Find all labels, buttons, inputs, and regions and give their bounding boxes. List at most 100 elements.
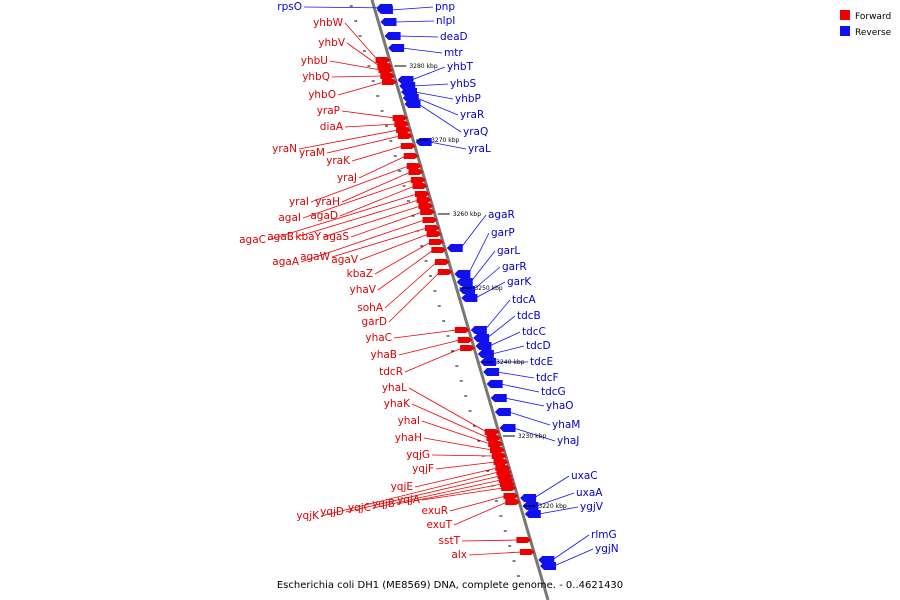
reverse-gene-leader — [414, 91, 454, 100]
reverse-gene-leader — [429, 141, 467, 150]
reverse-gene-leader — [504, 397, 545, 407]
forward-gene-label[interactable]: yraP — [317, 105, 340, 117]
forward-gene-label[interactable]: exuT — [426, 519, 452, 531]
forward-gene-label[interactable]: agaD — [310, 210, 338, 222]
reverse-gene-glyph — [376, 6, 393, 14]
reverse-gene-label[interactable]: tdcB — [517, 310, 541, 322]
forward-gene-label[interactable]: yraJ — [337, 172, 357, 184]
forward-gene-label[interactable]: garD — [361, 316, 387, 328]
legend-forward-label: Forward — [855, 12, 891, 22]
forward-gene-label[interactable]: yqjF — [412, 463, 434, 475]
forward-gene-label[interactable]: kbaY — [295, 231, 321, 243]
forward-gene-label[interactable]: agaV — [331, 254, 359, 266]
forward-gene-label[interactable]: agaC — [239, 234, 266, 246]
forward-gene-label[interactable]: tdcR — [379, 366, 403, 378]
reverse-gene-leader — [486, 315, 516, 339]
reverse-gene-label[interactable]: deaD — [440, 31, 468, 43]
forward-gene-label[interactable]: yqjK — [296, 510, 320, 522]
forward-gene-label[interactable]: yqjC — [348, 502, 371, 514]
reverse-gene-label[interactable]: yhaM — [552, 419, 580, 431]
reverse-gene-label[interactable]: mtr — [444, 47, 463, 59]
forward-gene-label[interactable]: yraH — [315, 196, 340, 208]
reverse-gene-label[interactable]: yhbT — [447, 61, 474, 73]
forward-gene-leader — [377, 249, 434, 291]
forward-gene-label[interactable]: agaS — [323, 231, 350, 243]
reverse-gene-label[interactable]: garP — [491, 227, 515, 239]
reverse-gene-label[interactable]: yhaO — [546, 400, 574, 412]
reverse-gene-label[interactable]: yhbS — [450, 78, 477, 90]
forward-gene-label[interactable]: yhaH — [395, 432, 422, 444]
scale-tick-label: 3270 kbp — [431, 137, 459, 144]
reverse-gene-label[interactable]: rlmG — [591, 529, 617, 541]
forward-gene-label[interactable]: agaI — [278, 212, 301, 224]
reverse-gene-label[interactable]: yraR — [460, 109, 484, 121]
forward-gene-label[interactable]: yhbQ — [302, 71, 330, 83]
reverse-gene-label[interactable]: tdcD — [526, 340, 551, 352]
forward-gene-label[interactable]: yraN — [272, 143, 297, 155]
forward-gene-label[interactable]: diaA — [320, 121, 344, 133]
reverse-gene-label[interactable]: garR — [502, 261, 527, 273]
reverse-gene-leader — [416, 97, 459, 116]
reverse-gene-label[interactable]: tdcA — [512, 294, 537, 306]
reverse-gene-label[interactable]: tdcG — [541, 386, 566, 398]
forward-gene-label[interactable]: yraM — [299, 147, 325, 159]
forward-gene-leader — [320, 471, 499, 517]
reverse-gene-label[interactable]: garK — [507, 276, 532, 288]
reverse-gene-label[interactable]: uxaA — [576, 487, 603, 499]
forward-gene-label[interactable]: yhbW — [313, 17, 344, 29]
forward-gene-leader — [302, 179, 413, 219]
reverse-gene-label[interactable]: yraQ — [463, 126, 488, 138]
forward-gene-label[interactable]: yhbO — [308, 89, 336, 101]
forward-gene-label[interactable]: sohA — [357, 302, 384, 314]
forward-gene-label[interactable]: exuR — [422, 505, 448, 517]
forward-gene-leader — [351, 145, 403, 162]
forward-gene-label[interactable]: yhaB — [370, 349, 397, 361]
reverse-gene-label[interactable]: yhbP — [455, 93, 481, 105]
reverse-gene-label[interactable]: yraL — [468, 143, 491, 155]
reverse-gene-label[interactable]: ygjV — [580, 501, 604, 513]
forward-gene-label[interactable]: agaW — [300, 251, 331, 263]
forward-gene-label[interactable]: yqjA — [397, 494, 421, 506]
forward-gene-leader — [421, 487, 504, 501]
forward-gene-label[interactable]: yraK — [326, 155, 351, 167]
forward-gene-glyph — [424, 225, 440, 231]
reverse-gene-glyph — [475, 342, 492, 350]
reverse-gene-leader — [491, 345, 525, 355]
forward-gene-label[interactable]: yqjD — [320, 506, 344, 518]
reverse-gene-label[interactable]: pnp — [435, 1, 455, 13]
forward-gene-glyph — [408, 169, 424, 175]
reverse-gene-label[interactable]: yhaJ — [557, 435, 579, 447]
reverse-gene-label[interactable]: rpsO — [277, 1, 302, 13]
reverse-gene-leader — [484, 299, 511, 331]
forward-gene-label[interactable]: yqjB — [372, 498, 395, 510]
forward-gene-label[interactable]: yqjG — [406, 449, 430, 461]
forward-gene-leader — [408, 387, 487, 433]
reverse-gene-label[interactable]: tdcC — [522, 326, 546, 338]
forward-gene-glyph — [505, 499, 521, 505]
forward-gene-label[interactable]: yraI — [289, 196, 309, 208]
reverse-gene-label[interactable]: garL — [497, 245, 520, 257]
forward-gene-label[interactable]: yhaC — [365, 332, 392, 344]
forward-gene-label[interactable]: sstT — [439, 535, 461, 547]
forward-gene-label[interactable]: yhaV — [350, 284, 377, 296]
forward-gene-glyph — [437, 269, 453, 275]
reverse-gene-label[interactable]: tdcE — [530, 356, 553, 368]
forward-gene-label[interactable]: kbaZ — [347, 268, 373, 280]
forward-gene-label[interactable]: yhbU — [301, 55, 328, 67]
forward-gene-label[interactable]: agaB — [267, 231, 294, 243]
reverse-gene-label[interactable]: uxaC — [571, 470, 598, 482]
forward-gene-leader — [384, 261, 438, 309]
reverse-gene-label[interactable]: agaR — [488, 209, 515, 221]
forward-gene-label[interactable]: yhaI — [398, 415, 420, 427]
forward-gene-label[interactable]: yhaL — [382, 382, 407, 394]
reverse-gene-label[interactable]: ygjN — [595, 543, 619, 555]
reverse-gene-label[interactable]: tdcF — [536, 372, 559, 384]
forward-gene-label[interactable]: alx — [451, 549, 467, 561]
forward-gene-label[interactable]: agaA — [272, 256, 300, 268]
forward-gene-label[interactable]: yhbV — [318, 37, 346, 49]
reverse-gene-label[interactable]: nlpI — [436, 15, 455, 27]
reverse-gene-glyph — [483, 368, 500, 376]
forward-gene-glyph — [418, 203, 434, 209]
forward-gene-label[interactable]: yqjE — [391, 481, 413, 493]
forward-gene-label[interactable]: yhaK — [384, 398, 411, 410]
